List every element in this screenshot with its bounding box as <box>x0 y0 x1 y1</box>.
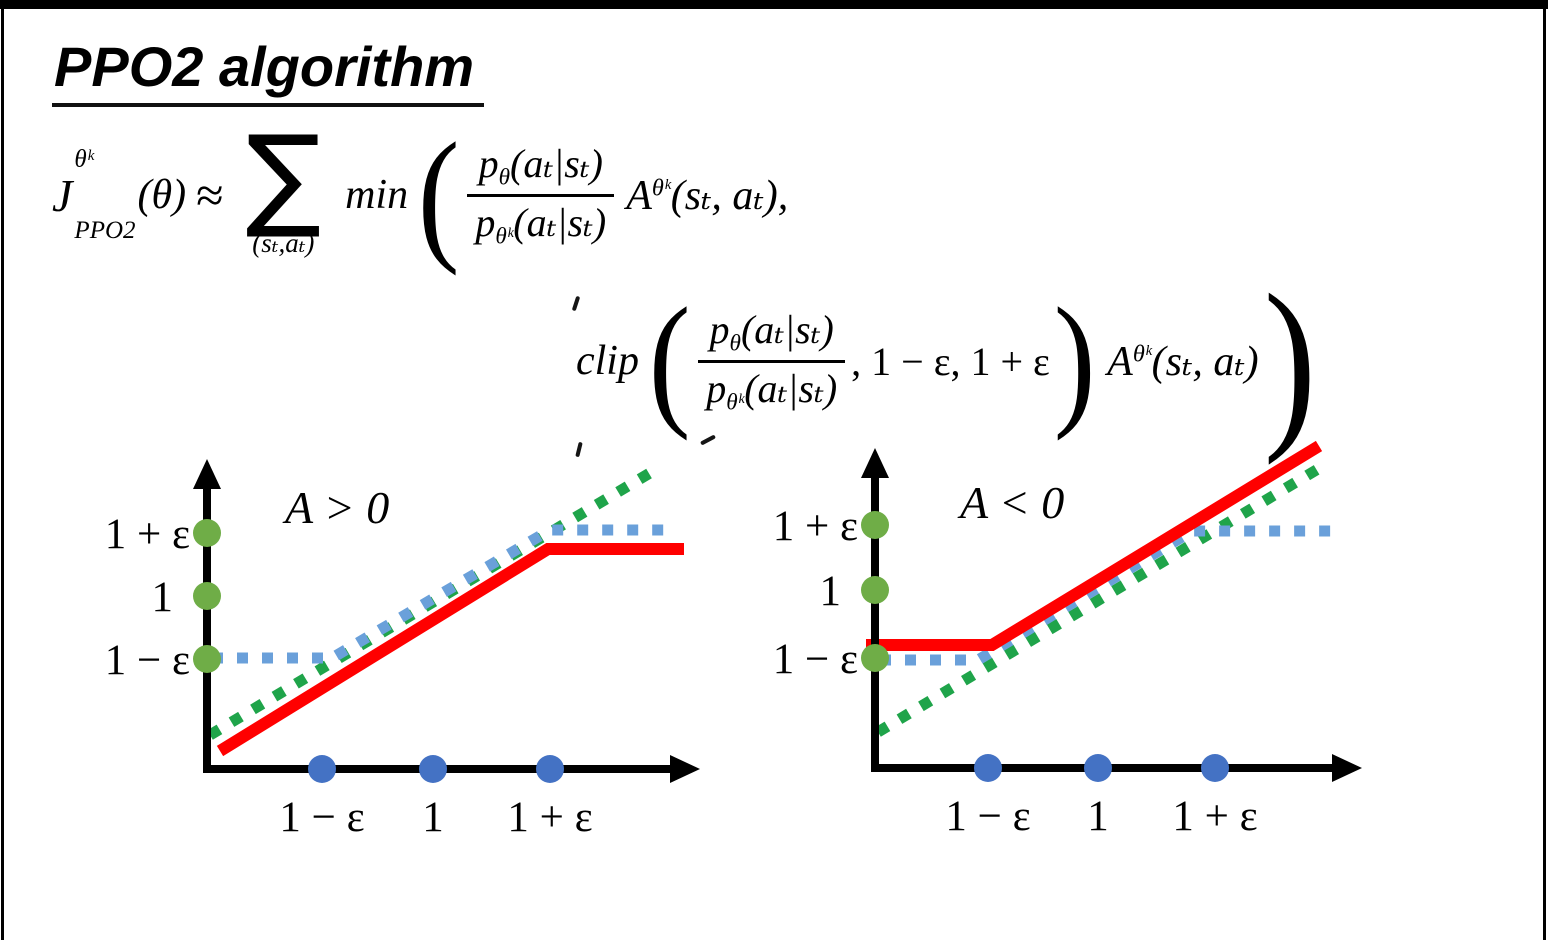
x-axis-dot-1plus <box>536 755 564 783</box>
page-title: PPO2 algorithm <box>52 36 485 107</box>
sigma-symbol: ∑ <box>245 112 322 242</box>
A-superscript: θᵏ <box>1132 340 1152 368</box>
y-axis-dot-1 <box>861 576 889 604</box>
y-tick-1plus: 1 + ε <box>773 503 858 550</box>
plot-a-positive: A > 0 1 + ε 1 1 − ε 1 − ε 1 1 + ε <box>105 459 700 841</box>
y-tick-1: 1 <box>820 568 842 615</box>
open-paren-clip: ( <box>648 278 691 443</box>
numerator-args: (aₜ|sₜ) <box>740 307 834 353</box>
y-tick-1minus: 1 − ε <box>105 637 190 684</box>
fraction-numerator: pθ(aₜ|sₜ) <box>471 138 611 193</box>
objective-line-red <box>866 440 1323 651</box>
summation: ∑ (sₜ,aₜ) <box>245 112 322 259</box>
screenshot-border-top <box>0 0 1548 9</box>
A-symbol: A <box>626 173 652 220</box>
clip-operator: clip <box>576 338 639 385</box>
plot-title: A < 0 <box>957 477 1064 528</box>
J-argument: (θ) <box>137 172 187 219</box>
identity-line-green-dotted <box>875 458 1331 737</box>
p-symbol: p <box>709 307 730 353</box>
close-paren-clip: ) <box>1053 278 1096 443</box>
p-subscript-theta: θ <box>498 164 511 191</box>
numerator-args: (aₜ|sₜ) <box>510 141 603 187</box>
x-tick-1: 1 <box>1087 793 1109 840</box>
A-superscript: θᵏ <box>651 175 671 203</box>
open-paren-min: ( <box>417 112 460 277</box>
p-symbol: p <box>478 141 499 187</box>
J-symbol: J <box>52 169 73 221</box>
p-subscript-theta-k: θᵏ <box>495 223 514 250</box>
plot-title: A > 0 <box>282 482 389 533</box>
A-symbol: A <box>1107 339 1133 386</box>
x-tick-1minus: 1 − ε <box>945 793 1030 840</box>
x-tick-1plus: 1 + ε <box>1172 793 1257 840</box>
formula-line-2: clip ( pθ(aₜ|sₜ) pθᵏ(aₜ|sₜ) , 1 − ε, 1 +… <box>560 255 1321 467</box>
x-axis-arrow-icon <box>670 755 700 783</box>
x-axis-dot-1minus <box>974 754 1002 782</box>
y-axis-dot-1minus <box>193 645 221 673</box>
p-symbol: p <box>706 365 727 411</box>
x-axis-dot-1 <box>419 755 447 783</box>
p-symbol: p <box>475 199 496 245</box>
denominator-args: (aₜ|sₜ) <box>513 199 607 245</box>
advantage-term: Aθᵏ(sₜ, aₜ), <box>626 170 788 220</box>
y-tick-1plus: 1 + ε <box>105 511 190 558</box>
y-tick-1: 1 <box>152 574 174 621</box>
advantage-args: (sₜ, aₜ) <box>1151 339 1259 386</box>
fraction-numerator: pθ(aₜ|sₜ) <box>702 304 842 359</box>
fraction-denominator: pθᵏ(aₜ|sₜ) <box>698 359 846 418</box>
y-axis-arrow-icon <box>193 459 221 489</box>
approx-symbol: ≈ <box>196 167 224 224</box>
formula-line-1: J θᵏ PPO2 (θ) ≈ ∑ (sₜ,aₜ) min ( pθ(aₜ|sₜ… <box>52 112 788 277</box>
x-axis-dot-1minus <box>308 755 336 783</box>
y-axis-dot-1plus <box>861 511 889 539</box>
objective-line-red <box>216 543 684 757</box>
y-tick-1minus: 1 − ε <box>773 636 858 683</box>
y-axis-dot-1minus <box>861 644 889 672</box>
summation-index: (sₜ,aₜ) <box>252 227 315 258</box>
probability-ratio-fraction: pθ(aₜ|sₜ) pθᵏ(aₜ|sₜ) <box>467 138 615 252</box>
p-subscript-theta: θ <box>729 330 741 357</box>
J-superscript: θᵏ <box>74 146 94 174</box>
advantage-term: Aθᵏ(sₜ, aₜ) <box>1107 336 1259 386</box>
x-axis-dot-1plus <box>1201 754 1229 782</box>
p-subscript-theta-k: θᵏ <box>726 388 745 415</box>
separator-comma: , <box>777 173 789 220</box>
x-tick-1: 1 <box>422 794 444 841</box>
y-axis-dot-1 <box>193 582 221 610</box>
denominator-args: (aₜ|sₜ) <box>744 365 838 411</box>
J-subscript: PPO2 <box>74 217 136 245</box>
clipped-ratio-line-blue-dotted <box>212 524 667 664</box>
x-axis-arrow-icon <box>1332 754 1362 782</box>
min-operator: min <box>345 172 409 219</box>
x-tick-1plus: 1 + ε <box>507 794 592 841</box>
objective-J-term: J θᵏ PPO2 (θ) <box>52 147 186 243</box>
advantage-args: (sₜ, aₜ) <box>670 173 778 220</box>
J-scripts: θᵏ PPO2 <box>74 147 135 243</box>
y-axis-dot-1plus <box>193 519 221 547</box>
x-tick-1minus: 1 − ε <box>279 794 364 841</box>
y-axis-arrow-icon <box>861 448 889 478</box>
screenshot-border-right <box>1543 0 1546 940</box>
plot-a-negative: A < 0 1 + ε 1 1 − ε 1 − ε 1 1 + ε <box>773 440 1362 840</box>
clip-bounds: , 1 − ε, 1 + ε <box>851 338 1050 384</box>
probability-ratio-fraction: pθ(aₜ|sₜ) pθᵏ(aₜ|sₜ) <box>698 304 846 418</box>
x-axis-dot-1 <box>1084 754 1112 782</box>
close-paren-min: ) <box>1263 255 1316 467</box>
screenshot-border-left <box>1 0 4 940</box>
fraction-denominator: pθᵏ(aₜ|sₜ) <box>467 193 615 252</box>
identity-line-green-dotted <box>207 462 663 740</box>
